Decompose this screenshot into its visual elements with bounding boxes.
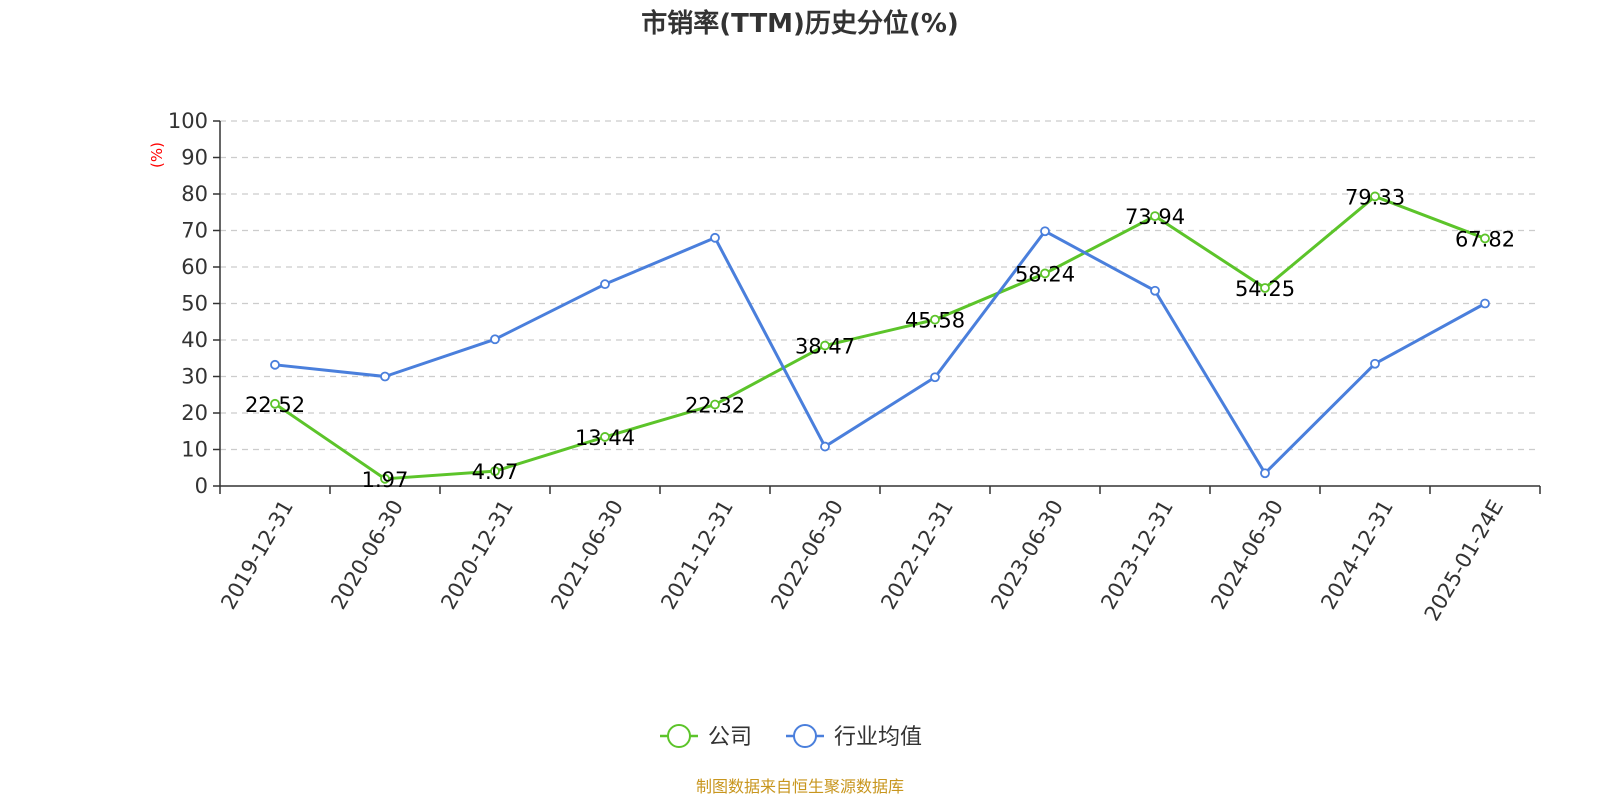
legend[interactable]: 公司 行业均值 [660, 724, 922, 750]
data-label: 13.44 [575, 426, 635, 450]
y-tick-label: 0 [195, 474, 208, 498]
x-tick-label: 2021-12-31 [656, 496, 738, 614]
data-point [380, 371, 390, 382]
x-tick-label: 2022-12-31 [876, 496, 958, 614]
data-point [1150, 211, 1160, 222]
x-tick-label: 2020-06-30 [326, 496, 408, 614]
data-point [270, 398, 280, 409]
legend-label: 行业均值 [834, 725, 922, 750]
data-point [1480, 298, 1490, 309]
data-point [930, 372, 940, 383]
x-ticks: 2019-12-31 2020-06-30 2020-12-31 2021-06-30… [216, 486, 1541, 625]
legend-item-0[interactable]: 公司 [660, 724, 752, 750]
y-tick-label: 60 [181, 255, 208, 279]
data-point [1370, 358, 1380, 369]
grid-lines [220, 120, 1540, 451]
data-label: 22.32 [685, 394, 745, 418]
data-label: 79.33 [1345, 185, 1405, 209]
data-point [600, 432, 610, 442]
x-tick-label: 2019-12-31 [216, 496, 298, 614]
series-line-1 [274, 229, 1486, 475]
data-point [600, 279, 610, 290]
data-point [490, 334, 500, 345]
data-label: 1.97 [362, 468, 409, 492]
legend-label: 公司 [708, 725, 752, 750]
data-point [1480, 233, 1490, 244]
data-point [1150, 285, 1160, 296]
data-label: 45.58 [905, 309, 965, 333]
legend-marker [667, 724, 691, 748]
x-tick-label: 2023-12-31 [1096, 496, 1178, 614]
legend-item-1[interactable]: 行业均值 [786, 724, 922, 750]
y-ticks: 0 10 20 30 40 50 60 70 80 90 100 [168, 109, 220, 498]
data-label: 54.25 [1235, 277, 1295, 301]
data-point [1260, 283, 1270, 293]
data-label: 22.52 [245, 393, 305, 417]
series-group [270, 191, 1490, 484]
data-point [1040, 226, 1050, 237]
data-point [1370, 191, 1380, 202]
x-tick-label: 2021-06-30 [546, 496, 628, 614]
x-tick-label: 2020-12-31 [436, 496, 518, 614]
x-tick-label: 2025-01-24E [1420, 496, 1508, 625]
source-note: 制图数据来自恒生聚源数据库 [696, 777, 904, 796]
y-tick-label: 100 [168, 109, 208, 133]
data-label: 58.24 [1015, 262, 1075, 286]
data-point [710, 399, 720, 410]
y-tick-label: 80 [181, 182, 208, 206]
y-tick-label: 20 [181, 401, 208, 425]
data-label: 67.82 [1455, 227, 1515, 251]
series-line-0 [274, 194, 1486, 481]
x-tick-label: 2022-06-30 [766, 496, 848, 614]
y-tick-label: 10 [181, 438, 208, 462]
y-tick-label: 70 [181, 219, 208, 243]
x-tick-label: 2024-06-30 [1206, 496, 1288, 614]
data-label: 4.07 [472, 460, 519, 484]
data-point [380, 473, 390, 484]
data-labels: 22.52 1.97 4.07 13.44 22.32 38.47 45.58 58.24 73… [245, 185, 1515, 491]
y-tick-label: 40 [181, 328, 208, 352]
data-point [710, 232, 720, 243]
y-tick-label: 50 [181, 292, 208, 316]
x-tick-label: 2023-06-30 [986, 496, 1068, 614]
data-point [1260, 468, 1270, 479]
y-tick-label: 90 [181, 146, 208, 170]
data-label: 38.47 [795, 335, 855, 359]
data-point [820, 340, 830, 351]
data-label: 73.94 [1125, 205, 1185, 229]
y-tick-label: 30 [181, 365, 208, 389]
data-point [930, 314, 940, 325]
data-point [820, 441, 830, 452]
data-point [270, 359, 280, 370]
legend-marker [793, 724, 817, 748]
data-point [490, 466, 500, 477]
x-tick-label: 2024-12-31 [1316, 496, 1398, 614]
data-point [1040, 268, 1050, 279]
chart-title: 市销率(TTM)历史分位(%) [641, 8, 959, 39]
y-axis-label: (%) [148, 142, 166, 168]
